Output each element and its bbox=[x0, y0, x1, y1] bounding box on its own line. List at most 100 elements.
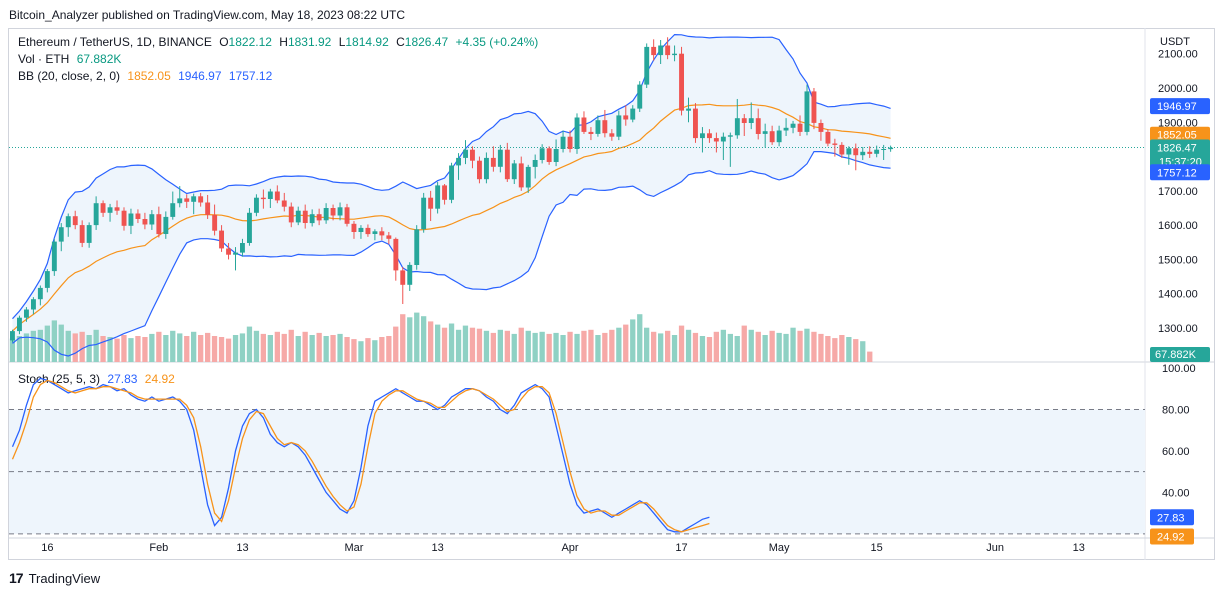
volume-bar bbox=[783, 333, 789, 362]
volume-legend-label[interactable]: Vol · ETH bbox=[18, 52, 70, 66]
volume-bar bbox=[769, 330, 775, 362]
candle-body bbox=[247, 212, 252, 243]
volume-bar bbox=[142, 337, 148, 362]
candle-body bbox=[595, 120, 601, 134]
volume-bar bbox=[149, 333, 155, 362]
volume-bar bbox=[211, 336, 218, 362]
volume-bar bbox=[428, 321, 434, 362]
volume-bar bbox=[713, 331, 719, 362]
stoch-value-label-text: 27.83 bbox=[1157, 512, 1185, 524]
candle-body bbox=[679, 53, 684, 111]
candle-body bbox=[574, 117, 580, 149]
bb-legend-label[interactable]: BB (20, close, 2, 0) bbox=[18, 69, 121, 83]
volume-bar bbox=[414, 312, 420, 362]
candle-body bbox=[686, 108, 691, 111]
volume-bar bbox=[720, 329, 726, 362]
volume-bar bbox=[281, 333, 287, 362]
volume-bar bbox=[839, 335, 845, 362]
volume-bar bbox=[93, 329, 99, 362]
candle-body bbox=[288, 206, 294, 223]
volume-bar bbox=[114, 338, 120, 362]
stoch-legend-k: 27.83 bbox=[107, 372, 138, 386]
candle-body bbox=[539, 148, 545, 160]
price-label-last bbox=[1150, 139, 1210, 170]
volume-bar bbox=[532, 332, 538, 362]
candle-body bbox=[734, 118, 740, 136]
candle-body bbox=[463, 149, 468, 158]
tradingview-logo-icon[interactable]: 17 bbox=[9, 570, 24, 586]
symbol-name[interactable]: Ethereum / TetherUS, 1D, BINANCE bbox=[18, 35, 212, 49]
candle-body bbox=[518, 163, 524, 188]
volume-bar bbox=[316, 332, 322, 362]
bb-legend-lower: 1757.12 bbox=[228, 69, 273, 83]
candle-body bbox=[260, 197, 266, 200]
candle-body bbox=[358, 227, 364, 232]
candle-body bbox=[484, 157, 489, 180]
volume-bar bbox=[755, 331, 761, 362]
candle-body bbox=[135, 213, 141, 219]
candle-body bbox=[191, 196, 197, 202]
volume-bar bbox=[79, 331, 85, 362]
volume-bar bbox=[553, 332, 559, 362]
time-tick-label: 17 bbox=[675, 542, 687, 554]
candle-body bbox=[783, 127, 789, 131]
stoch-value-label bbox=[1150, 509, 1194, 526]
candle-body bbox=[644, 46, 650, 85]
volume-bar bbox=[483, 330, 490, 362]
candle-body bbox=[762, 131, 768, 134]
volume-bar bbox=[581, 330, 587, 362]
candle-body bbox=[414, 229, 420, 265]
volume-bar bbox=[260, 333, 266, 362]
candle-body bbox=[511, 163, 517, 180]
candle-body bbox=[295, 210, 301, 223]
volume-bar bbox=[156, 331, 162, 362]
candle-body bbox=[651, 46, 657, 56]
bb-lower-line bbox=[12, 151, 891, 357]
stoch-tick-label: 100.00 bbox=[1162, 363, 1196, 375]
price-tick-label: 1300.00 bbox=[1158, 323, 1198, 335]
candle-body bbox=[233, 252, 238, 255]
volume-price-label bbox=[1150, 347, 1210, 362]
volume-bar bbox=[476, 328, 483, 362]
volume-bar bbox=[504, 330, 510, 362]
volume-bar bbox=[685, 329, 692, 362]
volume-bar bbox=[860, 341, 866, 362]
stoch-value-label bbox=[1150, 528, 1194, 545]
ohlc-change: +4.35 (+0.24%) bbox=[455, 35, 539, 49]
volume-bar bbox=[539, 331, 545, 362]
candle-body bbox=[58, 227, 64, 242]
volume-bar bbox=[358, 341, 364, 362]
volume-bar bbox=[65, 330, 71, 362]
volume-bar bbox=[421, 316, 427, 362]
candle-body bbox=[393, 238, 399, 271]
candle-body bbox=[825, 131, 831, 144]
volume-bar bbox=[16, 336, 23, 362]
candle-body bbox=[672, 53, 677, 56]
volume-bar bbox=[671, 335, 678, 362]
candle-body bbox=[888, 147, 894, 150]
volume-bar bbox=[9, 338, 16, 362]
time-tick-label: 13 bbox=[236, 542, 248, 554]
candle-body bbox=[93, 203, 99, 226]
price-tick-label: 1500.00 bbox=[1158, 254, 1198, 266]
volume-bar bbox=[232, 335, 239, 362]
currency-label: USDT bbox=[1160, 36, 1190, 48]
volume-bar bbox=[184, 336, 190, 362]
stoch-legend-label[interactable]: Stoch (25, 5, 3) bbox=[18, 372, 101, 386]
volume-bar bbox=[365, 338, 371, 362]
volume-bar bbox=[135, 336, 141, 362]
candle-body bbox=[267, 191, 273, 199]
candle-body bbox=[811, 91, 817, 123]
volume-bar bbox=[274, 331, 280, 362]
candle-body bbox=[254, 197, 259, 213]
candle-body bbox=[72, 216, 78, 226]
volume-bar bbox=[379, 337, 385, 362]
footer-brand[interactable]: TradingView bbox=[28, 570, 101, 586]
volume-bar bbox=[225, 338, 232, 362]
volume-bar bbox=[462, 325, 469, 362]
candle-body bbox=[720, 136, 726, 142]
volume-bar bbox=[678, 325, 685, 362]
candle-body bbox=[37, 287, 43, 300]
candle-body bbox=[184, 198, 190, 202]
